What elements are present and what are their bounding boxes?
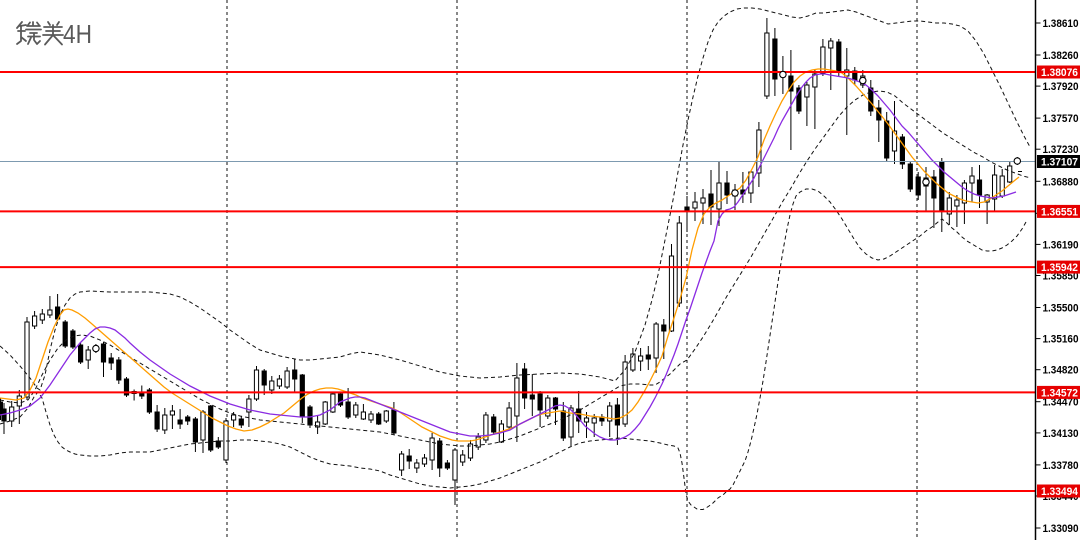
svg-text:1.34572: 1.34572 bbox=[1041, 387, 1078, 399]
svg-text:1.38260: 1.38260 bbox=[1043, 50, 1079, 62]
svg-text:1.35160: 1.35160 bbox=[1043, 334, 1079, 346]
svg-text:1.36880: 1.36880 bbox=[1043, 176, 1079, 188]
svg-text:1.35500: 1.35500 bbox=[1043, 303, 1079, 315]
svg-text:1.34820: 1.34820 bbox=[1043, 365, 1079, 377]
svg-text:1.33090: 1.33090 bbox=[1043, 523, 1079, 535]
svg-text:1.33780: 1.33780 bbox=[1043, 460, 1079, 472]
svg-text:1.34130: 1.34130 bbox=[1043, 428, 1079, 440]
svg-text:1.36190: 1.36190 bbox=[1043, 239, 1079, 251]
svg-text:1.37570: 1.37570 bbox=[1043, 113, 1079, 125]
svg-text:1.35942: 1.35942 bbox=[1041, 262, 1078, 274]
svg-text:1.38610: 1.38610 bbox=[1043, 18, 1079, 30]
svg-text:1.37920: 1.37920 bbox=[1043, 81, 1079, 93]
svg-text:4H: 4H bbox=[63, 19, 92, 49]
svg-text:1.38076: 1.38076 bbox=[1041, 67, 1078, 79]
svg-text:1.37230: 1.37230 bbox=[1043, 144, 1079, 156]
svg-text:1.33494: 1.33494 bbox=[1041, 486, 1079, 498]
svg-text:1.36551: 1.36551 bbox=[1041, 206, 1078, 218]
svg-text:1.34470: 1.34470 bbox=[1043, 397, 1079, 409]
svg-text:1.37107: 1.37107 bbox=[1041, 157, 1078, 169]
